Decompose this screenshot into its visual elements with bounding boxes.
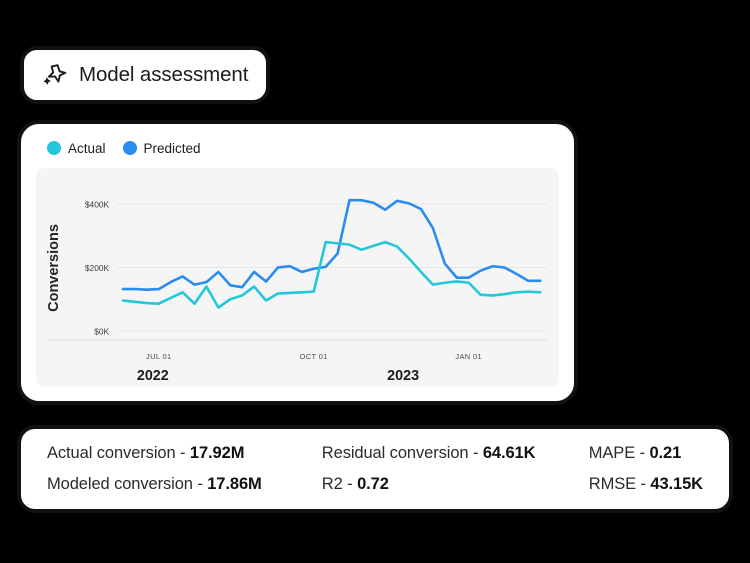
- metric-residual-conversion: Residual conversion - 64.61K: [322, 444, 589, 463]
- legend-label-predicted: Predicted: [143, 140, 201, 156]
- metrics-column-2: Residual conversion - 64.61K R2 - 0.72: [322, 444, 589, 494]
- metric-r2-label: R2 -: [321, 475, 358, 493]
- y-tick-label: $400K: [85, 199, 110, 209]
- y-axis-title: Conversions: [46, 224, 62, 312]
- metric-rmse: RMSE - 43.15K: [589, 475, 703, 494]
- metric-actual-conversion-label: Actual conversion -: [47, 444, 190, 462]
- metrics-column-3: MAPE - 0.21 RMSE - 43.15K: [589, 444, 703, 494]
- x-tick-label: OCT 01: [300, 352, 328, 361]
- model-assessment-pill[interactable]: Model assessment: [20, 46, 270, 104]
- metric-r2: R2 - 0.72: [322, 475, 589, 494]
- metric-mape: MAPE - 0.21: [589, 444, 703, 463]
- metric-residual-conversion-value: 64.61K: [482, 444, 536, 462]
- x-tick-label: JUL 01: [146, 352, 172, 361]
- legend-item-actual[interactable]: Actual: [47, 141, 106, 156]
- conversions-line-chart: $400K $200K $0K Conversions JUL 01 OCT 01 JAN …: [46, 198, 548, 384]
- sparkle-icon: [43, 64, 67, 85]
- x-year-label: 2023: [387, 368, 419, 384]
- series-line-predicted: [121, 198, 542, 292]
- legend-label-actual: Actual: [68, 140, 106, 156]
- metric-mape-value: 0.21: [649, 444, 682, 462]
- legend-dot-predicted: [122, 141, 137, 155]
- legend-item-predicted[interactable]: Predicted: [122, 140, 201, 156]
- chart-legend: Actual Predicted: [36, 137, 559, 159]
- metric-mape-label: MAPE -: [588, 444, 650, 462]
- metric-actual-conversion-value: 17.92M: [189, 444, 245, 462]
- series-line-actual: [121, 240, 542, 309]
- metric-modeled-conversion: Modeled conversion - 17.86M: [47, 475, 322, 494]
- metric-modeled-conversion-label: Modeled conversion -: [47, 475, 208, 493]
- metric-modeled-conversion-value: 17.86M: [207, 475, 262, 493]
- metric-rmse-label: RMSE -: [588, 475, 651, 493]
- metric-residual-conversion-label: Residual conversion -: [321, 444, 483, 462]
- metrics-column-1: Actual conversion - 17.92M Modeled conve…: [47, 444, 322, 494]
- x-year-label: 2022: [137, 368, 169, 384]
- metrics-card: Actual conversion - 17.92M Modeled conve…: [17, 425, 733, 513]
- y-tick-label: $200K: [85, 263, 110, 273]
- chart-card: Actual Predicted $400K $200K $0K Conversion…: [17, 120, 578, 405]
- page-title: Model assessment: [79, 63, 249, 86]
- metric-actual-conversion: Actual conversion - 17.92M: [47, 444, 322, 463]
- x-tick-label: JAN 01: [455, 352, 482, 361]
- metric-r2-value: 0.72: [357, 475, 389, 493]
- metric-rmse-value: 43.15K: [650, 475, 703, 493]
- chart-plot-area[interactable]: $400K $200K $0K Conversions JUL 01 OCT 01 JAN …: [36, 168, 559, 387]
- y-tick-label: $0K: [94, 326, 109, 336]
- legend-dot-actual: [47, 141, 61, 155]
